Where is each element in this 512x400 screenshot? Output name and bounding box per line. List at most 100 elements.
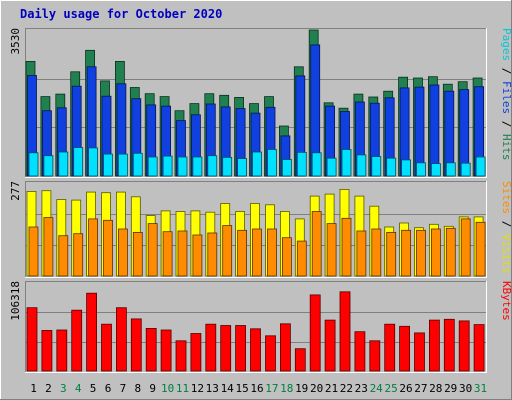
sites-bar-25	[386, 231, 397, 277]
pages-bar-18	[281, 159, 292, 177]
sites-bar-8	[132, 231, 143, 277]
x-tick-label-13: 13	[206, 382, 219, 395]
pages-bar-5	[88, 147, 98, 177]
x-tick-label-24: 24	[370, 382, 384, 395]
x-tick-label-26: 26	[399, 382, 412, 395]
kbytes-bar-23	[354, 331, 366, 372]
pages-bar-29	[445, 162, 456, 177]
kbytes-bar-28	[428, 319, 440, 372]
sites-bar-23	[356, 230, 367, 277]
pages-bar-7	[118, 153, 128, 177]
x-tick-label-5: 5	[90, 382, 97, 395]
x-tick-label-30: 30	[459, 382, 472, 395]
legend-kbytes: KBytes	[500, 281, 512, 321]
x-tick-label-17: 17	[265, 382, 278, 395]
kbytes-bar-19	[294, 348, 306, 372]
y-max-label: 3530	[9, 28, 22, 55]
sites-bar-2	[43, 217, 54, 277]
sites-bar-15	[237, 229, 248, 277]
kbytes-bar-18	[279, 323, 291, 372]
pages-bar-13	[207, 155, 218, 177]
sites-bar-9	[147, 223, 158, 277]
kbytes-bar-8	[130, 318, 142, 372]
x-tick-label-23: 23	[355, 382, 368, 395]
pages-bar-24	[371, 156, 382, 177]
pages-bar-25	[386, 157, 397, 177]
pages-bar-27	[416, 162, 426, 177]
pages-bar-23	[356, 154, 367, 177]
pages-bar-1	[28, 152, 39, 177]
pages-bar-19	[296, 151, 307, 177]
kbytes-bar-25	[384, 323, 396, 372]
x-tick-label-16: 16	[250, 382, 263, 395]
pages-bar-20	[311, 152, 322, 177]
kbytes-bar-20	[309, 294, 321, 372]
legend-entry: Hits	[500, 134, 512, 161]
kbytes-bar-11	[175, 340, 187, 372]
legend-visits-sites: Sites / Visits	[500, 181, 512, 274]
x-tick-label-18: 18	[280, 382, 293, 395]
x-tick-label-19: 19	[295, 382, 308, 395]
panel-kbytes: 106318 KBytes	[9, 281, 512, 373]
pages-bar-8	[132, 152, 143, 177]
x-tick-label-28: 28	[429, 382, 442, 395]
kbytes-bar-21	[324, 319, 336, 372]
pages-bar-12	[192, 156, 203, 177]
legend-entry: Sites	[500, 181, 512, 214]
sites-bar-31	[475, 221, 486, 277]
x-tick-label-25: 25	[384, 382, 397, 395]
sites-bar-5	[88, 218, 98, 277]
x-tick-label-9: 9	[149, 382, 156, 395]
sites-bar-4	[73, 233, 84, 277]
x-tick-label-4: 4	[75, 382, 82, 395]
panel-visits-sites: 277 Sites / Visits	[9, 181, 512, 278]
kbytes-bar-3	[56, 329, 68, 372]
pages-bar-10	[162, 155, 173, 177]
pages-bar-21	[326, 157, 337, 177]
series-kbytes	[26, 291, 485, 372]
chart-title: Daily usage for October 2020	[20, 7, 222, 21]
sites-bar-13	[207, 232, 218, 277]
kbytes-bar-17	[265, 335, 276, 372]
sites-bar-3	[58, 235, 69, 277]
kbytes-bar-15	[235, 325, 247, 372]
kbytes-bar-4	[71, 309, 83, 372]
pages-bar-30	[460, 162, 471, 177]
pages-bar-11	[177, 156, 188, 177]
kbytes-bar-14	[220, 325, 232, 372]
kbytes-bar-13	[205, 323, 217, 372]
pages-bar-17	[267, 149, 277, 177]
pages-bar-14	[222, 156, 233, 177]
kbytes-bar-16	[250, 328, 261, 372]
x-tick-label-14: 14	[221, 382, 235, 395]
x-tick-label-7: 7	[120, 382, 127, 395]
x-tick-label-8: 8	[134, 382, 141, 395]
sites-bar-10	[162, 231, 173, 277]
kbytes-bar-22	[339, 291, 351, 372]
kbytes-bar-24	[369, 340, 381, 372]
kbytes-bar-29	[443, 318, 455, 372]
pages-bar-4	[73, 147, 84, 177]
sites-bar-19	[296, 240, 307, 277]
x-tick-label-15: 15	[235, 382, 248, 395]
sites-bar-11	[177, 230, 188, 277]
kbytes-bar-5	[86, 292, 97, 372]
pages-bar-26	[401, 159, 412, 177]
kbytes-bar-9	[145, 327, 157, 372]
kbytes-bar-26	[399, 325, 411, 372]
sites-bar-26	[401, 229, 412, 277]
pages-bar-22	[341, 149, 352, 177]
x-tick-label-29: 29	[444, 382, 457, 395]
kbytes-bar-6	[101, 323, 112, 372]
panel-hits-files-pages: 3530 Pages / Files / Hits	[9, 28, 512, 178]
x-axis: 1 2 3 4 5 6 7 8 9 10 11 12 13 14 15 16 17 18 19 20 21 22 23 24 2…	[30, 382, 487, 395]
x-tick-label-31: 31	[474, 382, 487, 395]
pages-bar-3	[58, 151, 69, 177]
pages-bar-9	[147, 156, 158, 177]
legend-entry: Visits	[500, 234, 512, 274]
pages-bar-31	[475, 156, 486, 177]
legend-entry: /	[500, 214, 512, 234]
legend-entry: Files	[500, 81, 512, 114]
kbytes-bar-27	[414, 332, 425, 372]
sites-bar-27	[416, 229, 426, 277]
